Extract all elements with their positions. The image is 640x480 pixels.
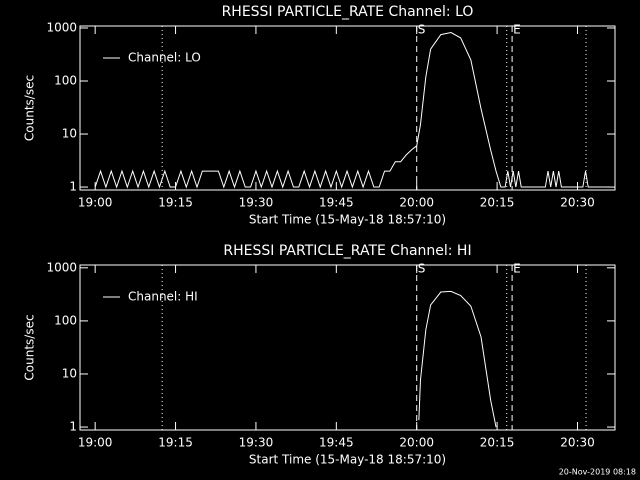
x-tick-label: 19:45 xyxy=(319,436,354,450)
legend-label: Channel: LO xyxy=(128,51,201,65)
x-tick-label: 20:15 xyxy=(480,436,515,450)
y-tick-label: 10 xyxy=(62,366,77,380)
v-line-label: E xyxy=(513,23,521,37)
plot-frame xyxy=(79,25,616,191)
y-tick-label: 10 xyxy=(62,127,77,141)
x-tick-label: 20:00 xyxy=(399,436,434,450)
x-tick-label: 20:30 xyxy=(560,436,595,450)
x-tick-label: 19:00 xyxy=(78,436,113,450)
y-tick-label: 1000 xyxy=(46,260,77,274)
x-tick-label: 19:30 xyxy=(239,196,274,210)
plot-frame xyxy=(79,264,616,431)
v-line-label: E xyxy=(513,262,521,276)
data-line xyxy=(94,32,610,189)
x-axis-label: Start Time (15-May-18 18:57:10) xyxy=(249,213,446,227)
legend-label: Channel: HI xyxy=(128,290,198,304)
y-tick-label: 1 xyxy=(69,420,77,434)
x-tick-label: 20:30 xyxy=(560,196,595,210)
v-line-label: S xyxy=(418,262,426,276)
y-tick-label: 1000 xyxy=(46,20,77,34)
x-tick-label: 19:15 xyxy=(158,436,193,450)
x-tick-label: 19:30 xyxy=(239,436,274,450)
y-axis-label: Counts/sec xyxy=(23,75,37,141)
x-axis-label: Start Time (15-May-18 18:57:10) xyxy=(249,453,446,467)
x-tick-label: 19:15 xyxy=(158,196,193,210)
v-line-label: S xyxy=(418,23,426,37)
footer: 20-Nov-2019 08:18 xyxy=(559,468,636,477)
x-tick-label: 19:00 xyxy=(78,196,113,210)
y-axis-label: Counts/sec xyxy=(23,314,37,380)
data-line xyxy=(418,290,497,428)
x-tick-label: 20:00 xyxy=(399,196,434,210)
x-tick-label: 19:45 xyxy=(319,196,354,210)
chart-title: RHESSI PARTICLE_RATE Channel: HI xyxy=(223,243,471,259)
chart-title: RHESSI PARTICLE_RATE Channel: LO xyxy=(222,4,474,20)
x-tick-label: 20:15 xyxy=(480,196,515,210)
y-tick-label: 100 xyxy=(54,74,77,88)
y-tick-label: 100 xyxy=(54,313,77,327)
y-tick-label: 1 xyxy=(69,180,77,194)
